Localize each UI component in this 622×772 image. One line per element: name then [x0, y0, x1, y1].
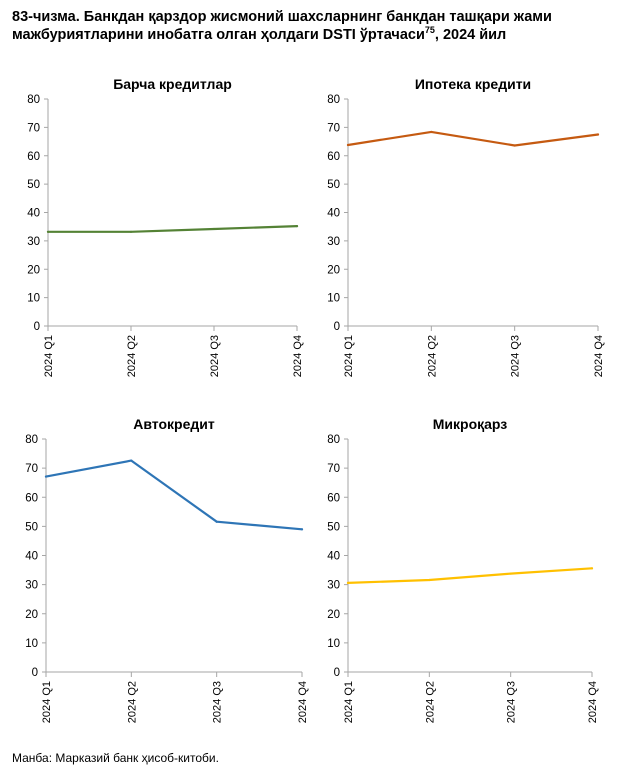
x-tick-label: 2024 Q3 [209, 335, 221, 377]
data-point [215, 520, 218, 523]
y-tick-label: 70 [25, 463, 38, 475]
y-tick-label: 80 [327, 94, 340, 106]
y-tick-label: 10 [25, 638, 38, 650]
y-tick-label: 30 [327, 580, 340, 592]
x-tick-label: 2024 Q4 [292, 335, 304, 377]
y-tick-label: 60 [327, 151, 340, 163]
y-tick-label: 30 [327, 236, 340, 248]
x-tick-label: 2024 Q3 [212, 681, 224, 723]
data-point [212, 227, 216, 231]
figure-title-end: , 2024 йил [434, 27, 507, 43]
x-tick-label: 2024 Q4 [297, 681, 309, 723]
x-tick-label: 2024 Q1 [41, 681, 53, 723]
y-tick-label: 70 [27, 122, 40, 134]
y-tick-label: 30 [27, 236, 40, 248]
y-tick-label: 40 [27, 208, 40, 220]
y-tick-label: 70 [327, 463, 340, 475]
x-tick-label: 2024 Q4 [587, 681, 599, 723]
x-tick-label: 2024 Q3 [510, 335, 522, 377]
y-tick-label: 40 [25, 551, 38, 563]
y-tick-label: 60 [27, 151, 40, 163]
x-tick-label: 2024 Q2 [126, 335, 138, 377]
y-tick-label: 80 [327, 434, 340, 446]
data-point [44, 475, 48, 478]
data-point [130, 459, 133, 462]
chart-title: Автокредит [133, 416, 215, 432]
chart-all-loans: Барча кредитлар 0 10 20 30 40 50 60 70 80 2024 Q1 2… [27, 76, 304, 377]
data-point [346, 143, 350, 147]
x-tick-label: 2024 Q2 [426, 335, 438, 377]
source-note: Манба: Марказий банк ҳисоб-китоби. [12, 751, 219, 765]
series-line [44, 459, 304, 531]
x-tick-label: 2024 Q1 [343, 681, 355, 723]
y-tick-label: 20 [327, 264, 340, 276]
chart-auto-loan: Автокредит 0 10 20 30 40 50 60 70 80 2024 Q1 2024 Q… [25, 416, 309, 723]
series-line [346, 567, 594, 584]
x-tick-label: 2024 Q2 [126, 681, 138, 723]
data-point [129, 230, 133, 233]
data-point [430, 130, 433, 134]
data-point [596, 133, 600, 136]
y-tick-label: 20 [27, 264, 40, 276]
data-point [509, 572, 512, 575]
x-tick-label: 2024 Q2 [424, 681, 436, 723]
y-tick-label: 50 [25, 521, 38, 533]
data-point [295, 225, 299, 228]
y-tick-label: 80 [27, 94, 40, 106]
y-tick-label: 80 [25, 434, 38, 446]
chart-mortgage: Ипотека кредити 0 10 20 30 40 50 60 70 80 2024 Q1 2… [327, 76, 605, 377]
y-tick-label: 10 [27, 293, 40, 305]
chart-title: Барча кредитлар [113, 76, 232, 92]
y-tick-label: 10 [327, 293, 340, 305]
data-point [346, 581, 350, 584]
y-tick-label: 30 [25, 580, 38, 592]
y-tick-label: 50 [327, 179, 340, 191]
y-tick-label: 0 [32, 667, 38, 679]
x-tick-label: 2024 Q3 [506, 681, 518, 723]
figure-title: 83-чизма. Банкдан қарздор жисмоний шахсл… [12, 8, 612, 44]
y-tick-label: 0 [34, 321, 40, 333]
y-tick-label: 70 [327, 122, 340, 134]
x-tick-label: 2024 Q1 [43, 335, 55, 377]
data-point [46, 230, 50, 233]
data-point [300, 528, 304, 531]
y-tick-label: 60 [25, 492, 38, 504]
y-tick-label: 50 [27, 179, 40, 191]
series-line [346, 130, 600, 147]
y-tick-label: 0 [334, 667, 340, 679]
figure-title-footnote: 75 [424, 25, 435, 36]
figure-title-main: 83-чизма. Банкдан қарздор жисмоний шахсл… [12, 9, 552, 43]
series-line [46, 225, 299, 233]
y-tick-label: 20 [327, 609, 340, 621]
y-tick-label: 40 [327, 208, 340, 220]
y-tick-label: 60 [327, 492, 340, 504]
y-tick-label: 10 [327, 638, 340, 650]
y-tick-label: 0 [334, 321, 340, 333]
x-tick-label: 2024 Q4 [593, 335, 605, 377]
chart-title: Микроқарз [433, 416, 508, 432]
chart-title: Ипотека кредити [415, 76, 531, 92]
data-point [513, 144, 516, 147]
y-tick-label: 50 [327, 521, 340, 533]
chart-microloan: Микроқарз 0 10 20 30 40 50 60 70 80 2024 Q1 2024 Q2… [327, 416, 599, 723]
y-tick-label: 20 [25, 609, 38, 621]
y-tick-label: 40 [327, 551, 340, 563]
data-point [428, 578, 431, 582]
x-tick-label: 2024 Q1 [343, 335, 355, 377]
data-point [590, 567, 594, 570]
